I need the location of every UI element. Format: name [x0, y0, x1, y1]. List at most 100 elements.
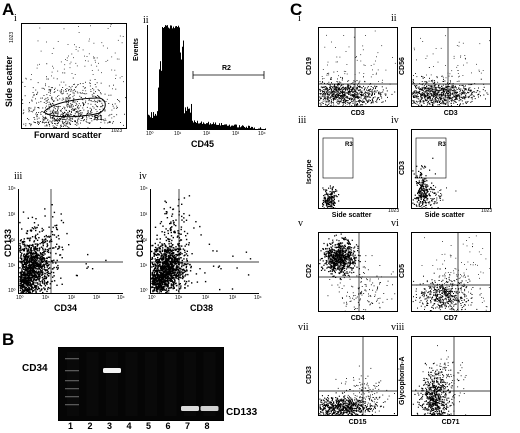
plot-c-ci [318, 27, 398, 107]
a-iii-xlabel: CD34 [54, 303, 78, 313]
gel-ladder [65, 358, 79, 406]
a-iv-ytick-1: 10¹ [140, 263, 148, 269]
a-ii-ylabel: Events [133, 38, 140, 61]
gate-r3 [415, 137, 447, 179]
dots-sparse [319, 30, 396, 105]
plot-c-cvii [318, 336, 398, 416]
c-cv-ylabel: CD2 [306, 263, 313, 278]
c-cv-label: v [298, 218, 303, 229]
gate-r1 [43, 97, 106, 118]
dots-corner [19, 261, 48, 293]
c-cviii-ylabel: Glycophorin-A [399, 356, 406, 405]
dots-scatter [165, 243, 252, 291]
c-cvi-label: vi [391, 218, 399, 229]
c-civ-ylabel: CD3 [399, 160, 406, 175]
c-cvii-ylabel: CD33 [306, 366, 313, 385]
dotplot-c-cviii [412, 337, 490, 415]
gate-r3 [322, 137, 354, 179]
c-cvi-ylabel: CD5 [399, 263, 406, 278]
a-i-xmax: 1023 [111, 128, 123, 134]
plot-c-cii [411, 27, 491, 107]
gel-lane-label-5: 5 [146, 421, 152, 431]
a-ii-xlabel: CD45 [191, 139, 215, 149]
panel-letter-c: C [290, 0, 303, 19]
a-iv-tick-4: 10⁴ [254, 295, 262, 301]
dots-left [319, 71, 350, 106]
dots-corner [151, 261, 175, 293]
gel-lane-label-1: 1 [68, 421, 74, 431]
c-cii-label: ii [391, 13, 397, 24]
gel-band-lane-7 [181, 406, 199, 411]
plot-c-ciii: R3 [318, 129, 398, 209]
dots-left [412, 67, 446, 106]
dotplot-a-iv [151, 189, 259, 293]
a-i-xlabel: Forward scatter [34, 130, 102, 140]
gel-lane-label-3: 3 [107, 421, 113, 431]
a-i-ymax: 1023 [9, 31, 15, 43]
gate-r1-label: R1 [94, 115, 103, 122]
a-iii-ylabel: CD133 [3, 228, 13, 257]
a-iii-ytick-3: 10³ [8, 212, 16, 218]
gel-lane-label-2: 2 [87, 421, 93, 431]
a-iii-tick-2: 10² [68, 295, 76, 301]
gel-lane-label-6: 6 [165, 421, 171, 431]
a-iv-tick-1: 10¹ [175, 295, 183, 301]
dotplot-c-ci [319, 28, 397, 106]
a-ii-label: ii [143, 15, 149, 26]
scatter-dots-sparse [23, 24, 124, 124]
scatter-dots-main [22, 63, 126, 128]
dots-sparse [416, 235, 490, 311]
plot-a-ii: R2 [147, 25, 266, 130]
dots-main [319, 392, 395, 415]
a-iii-label: iii [14, 171, 23, 182]
b-cd34-label: CD34 [22, 363, 48, 374]
c-civ-xlabel: Side scatter [424, 212, 465, 219]
gel-band-lane-3 [103, 368, 121, 373]
scatter-dots-low [22, 97, 121, 128]
dots-main [412, 362, 455, 415]
a-iii-ytick-0: 10⁰ [8, 288, 16, 294]
a-iii-ytick-2: 10² [8, 238, 16, 244]
a-iv-label: iv [139, 171, 147, 182]
dotplot-c-cii [412, 28, 490, 106]
a-iv-tick-0: 10⁰ [148, 295, 156, 301]
c-civ-xmax: 1023 [481, 208, 493, 214]
c-ci-ylabel: CD19 [306, 57, 313, 76]
gate-r3-label: R3 [345, 142, 353, 148]
dotplot-c-cvi [412, 233, 490, 311]
a-iv-ytick-3: 10³ [140, 212, 148, 218]
a-ii-tick-4: 10⁴ [258, 131, 266, 137]
a-ii-tick-3: 10³ [232, 131, 240, 137]
plot-a-iii [18, 189, 123, 294]
a-ii-tick-0: 10⁰ [146, 131, 154, 137]
a-iv-ytick-4: 10⁴ [140, 186, 148, 192]
plot-a-i: R1 [21, 23, 127, 129]
c-ciii-xmax: 1023 [388, 208, 400, 214]
a-iii-tick-3: 10³ [93, 295, 101, 301]
dotplot-a-i: R1 [22, 24, 126, 128]
gel-image [58, 347, 224, 421]
a-iv-tick-2: 10² [202, 295, 210, 301]
c-ciii-label: iii [298, 115, 307, 126]
c-cvii-xlabel: CD15 [348, 419, 367, 426]
dots-tail [327, 254, 396, 311]
a-iv-ytick-0: 10⁰ [140, 288, 148, 294]
dots-main [322, 185, 340, 208]
gel-lane-labels: 1 2 3 4 5 6 7 8 [58, 421, 224, 433]
dots-right [422, 179, 457, 208]
dots-upper [21, 204, 68, 285]
a-iii-tick-1: 10¹ [42, 295, 50, 301]
c-cviii-label: viii [391, 322, 405, 333]
c-cv-xlabel: CD4 [350, 315, 365, 322]
gel-bands [65, 352, 219, 416]
a-i-label: i [14, 13, 17, 24]
plot-a-iv [150, 189, 259, 294]
dots-upper [152, 195, 202, 269]
a-ii-tick-1: 10¹ [174, 131, 182, 137]
histogram-bars [148, 25, 266, 129]
dotplot-c-cv [319, 233, 397, 311]
histogram-a-ii: R2 [148, 25, 266, 129]
c-ciii-xlabel: Side scatter [331, 212, 372, 219]
gel-band-lane-8 [200, 406, 219, 411]
gate-r2-label: R2 [222, 65, 231, 72]
